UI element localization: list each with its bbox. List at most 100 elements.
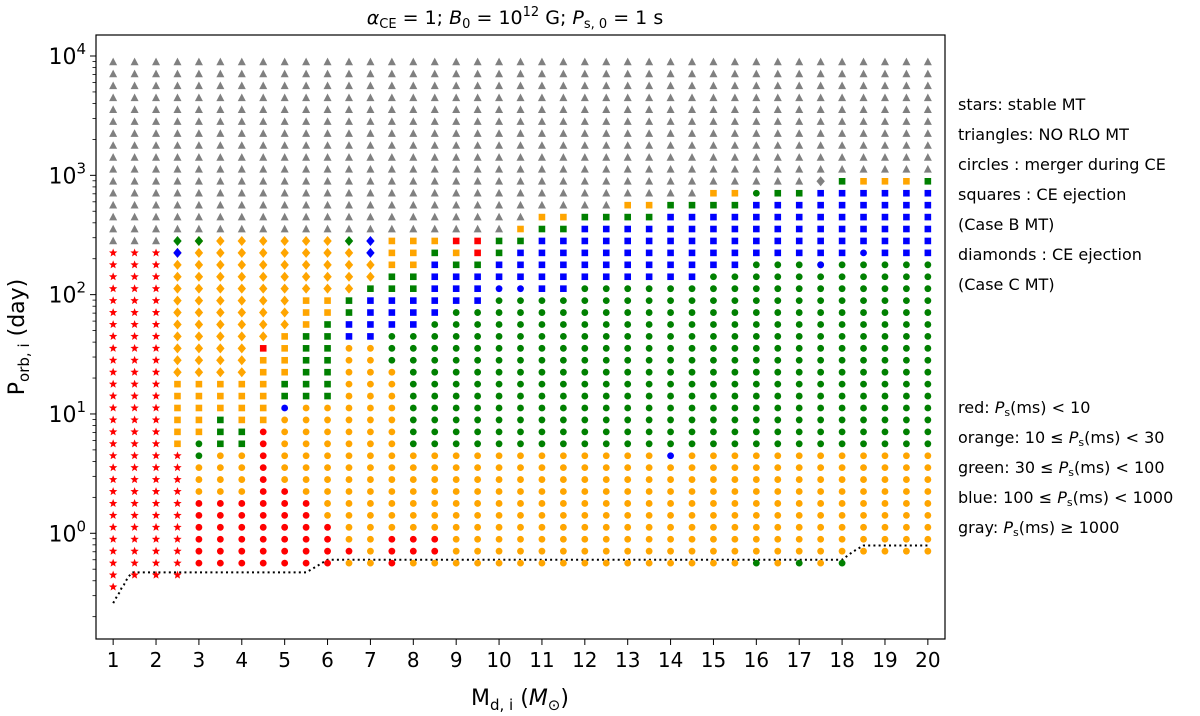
point-triangle [216,57,225,66]
point-star [108,391,118,400]
point-circle [581,535,589,543]
point-diamond [366,235,375,246]
y-tick-label: 104 [48,40,86,70]
point-square [474,237,481,245]
point-triangle [344,81,353,90]
point-square [517,225,524,233]
point-circle [581,559,589,567]
point-triangle [537,153,546,161]
point-diamond [194,283,204,294]
point-triangle [130,129,139,137]
point-diamond [173,343,182,354]
point-circle [903,476,910,483]
point-circle [388,344,396,352]
point-triangle [344,200,353,209]
point-triangle [688,165,697,173]
point-triangle [773,105,782,114]
point-circle [838,428,846,436]
point-triangle [473,188,482,197]
point-star [130,260,139,269]
point-triangle [366,165,375,173]
point-triangle [559,105,568,114]
point-square [238,440,246,448]
point-triangle [516,105,525,114]
point-circle [281,559,289,567]
point-circle [752,321,760,328]
point-circle [238,476,246,483]
point-circle [667,356,674,364]
point-circle [538,476,546,483]
point-triangle [280,57,289,66]
point-circle [731,404,739,412]
point-triangle [237,81,246,90]
point-circle [281,464,289,472]
point-circle [324,500,331,507]
point-circle [688,321,696,328]
point-triangle [795,69,804,78]
point-star [108,248,118,257]
point-circle [838,416,846,424]
point-square [795,201,803,209]
point-square [667,261,674,269]
point-circle [645,309,653,316]
point-circle [495,500,503,507]
point-circle [881,440,889,448]
point-circle [216,547,224,555]
point-circle [688,547,696,555]
point-circle [795,368,803,376]
point-circle [903,297,910,305]
point-circle [431,428,439,436]
point-circle [817,261,825,269]
point-circle [817,488,825,495]
point-star [108,582,118,591]
point-triangle [902,165,911,173]
point-circle [602,440,610,448]
point-circle [538,309,546,316]
point-triangle [259,212,268,221]
point-diamond [237,331,246,342]
point-circle [452,428,460,436]
point-circle [388,559,396,567]
point-square [903,249,910,257]
point-triangle [923,105,932,114]
point-circle [817,547,825,555]
point-star [173,522,182,531]
point-star [151,499,161,508]
x-ticks-layer: 1 2 3 4 5 6 7 8 9 10 11 12 13 14 15 16 17 18 19 20 [107,639,941,672]
point-circle [774,356,782,364]
point-triangle [409,141,418,149]
point-circle [903,440,910,448]
point-circle [367,368,374,376]
point-square [538,261,546,269]
point-circle [367,523,374,531]
point-star [151,463,161,472]
point-circle [774,511,782,519]
point-triangle [773,117,782,125]
point-circle [495,404,503,412]
point-circle [259,488,267,495]
point-triangle [838,93,847,102]
point-star [151,332,161,340]
point-triangle [366,200,375,209]
point-triangle [602,129,611,137]
point-triangle [666,153,675,161]
point-diamond [216,319,225,330]
point-circle [409,344,417,352]
point-star [130,499,139,508]
point-circle [752,559,760,567]
point-triangle [152,117,161,125]
point-diamond [216,331,225,342]
point-circle [731,309,739,316]
point-triangle [452,141,461,149]
point-circle [710,500,717,507]
point-square [367,333,374,340]
point-circle [667,285,674,293]
point-triangle [559,117,568,125]
point-diamond [280,247,289,258]
point-triangle [709,69,718,78]
chart-title: αCE = 1; B0 = 1012 G; Ps, 0 = 1 s [367,5,663,32]
point-triangle [816,105,825,114]
point-circle [367,380,374,388]
point-triangle [452,165,461,173]
point-star [130,379,139,388]
